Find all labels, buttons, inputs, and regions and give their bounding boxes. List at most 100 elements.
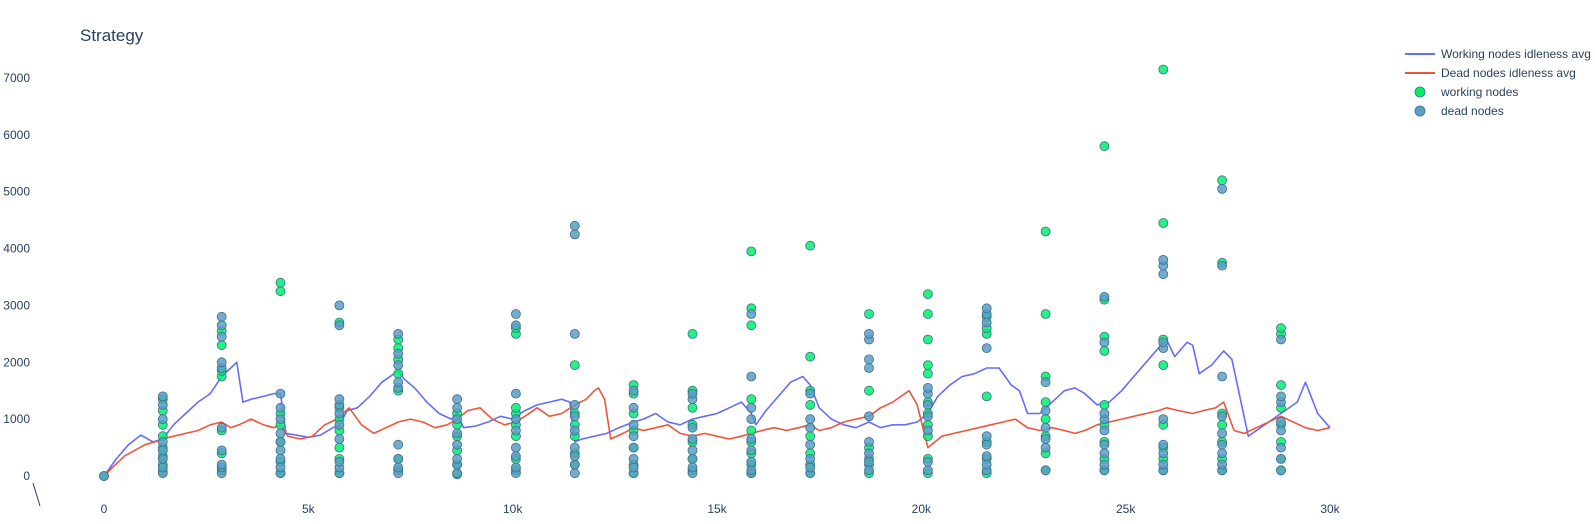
dead-node-point[interactable] [1276, 465, 1286, 476]
dead-node-point[interactable] [511, 425, 521, 436]
dead-node-point[interactable] [805, 439, 816, 450]
dead-node-point[interactable] [923, 425, 933, 436]
dead-node-point[interactable] [1158, 269, 1169, 280]
working-node-point[interactable] [805, 431, 816, 442]
dead-node-point[interactable] [452, 453, 463, 464]
working-node-point[interactable] [511, 402, 521, 413]
dead-node-point[interactable] [452, 468, 463, 479]
working-node-point[interactable] [746, 320, 757, 331]
dead-node-point[interactable] [1217, 260, 1227, 271]
dead-node-point[interactable] [805, 414, 816, 425]
working-node-point[interactable] [1276, 323, 1286, 334]
working-node-point[interactable] [1276, 380, 1286, 390]
working-node-point[interactable] [1040, 414, 1051, 425]
working-node-point[interactable] [923, 309, 933, 319]
dead-node-point[interactable] [511, 388, 521, 399]
dead-node-point[interactable] [864, 436, 874, 447]
dead-node-point[interactable] [687, 388, 698, 399]
dead-node-point[interactable] [1276, 453, 1286, 464]
dead-node-point[interactable] [334, 320, 345, 331]
dead-node-point[interactable] [981, 303, 992, 314]
dead-node-point[interactable] [1276, 391, 1286, 402]
dead-node-point[interactable] [275, 436, 286, 447]
dead-node-point[interactable] [1040, 442, 1051, 453]
dead-node-point[interactable] [157, 436, 168, 447]
dead-node-point[interactable] [1217, 183, 1227, 194]
dead-node-point[interactable] [275, 402, 286, 413]
working-node-point[interactable] [746, 394, 757, 405]
dead-node-point[interactable] [1158, 337, 1169, 348]
working-node-point[interactable] [1158, 360, 1169, 371]
dead-node-point[interactable] [746, 445, 757, 456]
dead-node-point[interactable] [687, 445, 698, 456]
dead-node-point[interactable] [1217, 428, 1227, 439]
legend-item-working-line[interactable]: Working nodes idleness avg [1405, 47, 1591, 61]
dead-node-point[interactable] [569, 451, 580, 462]
working-node-point[interactable] [687, 402, 698, 413]
dead-node-point[interactable] [157, 462, 168, 473]
dead-node-point[interactable] [1099, 291, 1110, 302]
working-node-point[interactable] [1040, 397, 1051, 408]
dead-node-point[interactable] [1040, 405, 1051, 416]
working-node-point[interactable] [1099, 141, 1110, 152]
dead-node-point[interactable] [1158, 254, 1169, 265]
dead-node-point[interactable] [334, 456, 345, 467]
dead-node-point[interactable] [569, 425, 580, 436]
dead-node-point[interactable] [923, 456, 933, 467]
dead-node-point[interactable] [746, 465, 757, 476]
dead-node-point[interactable] [334, 300, 345, 311]
dead-node-point[interactable] [1099, 337, 1110, 348]
working-node-point[interactable] [393, 368, 404, 379]
dead-node-point[interactable] [1158, 439, 1169, 450]
working-node-point[interactable] [864, 385, 874, 396]
working-node-point[interactable] [1217, 419, 1227, 430]
dead-node-point[interactable] [805, 388, 816, 399]
dead-node-point[interactable] [1040, 434, 1051, 444]
working-node-point[interactable] [1158, 218, 1169, 228]
dead-node-point[interactable] [864, 328, 874, 339]
working-node-point[interactable] [1099, 399, 1110, 410]
working-node-point[interactable] [805, 351, 816, 362]
dead-node-point[interactable] [628, 462, 639, 473]
dead-node-point[interactable] [864, 354, 874, 365]
dead-node-point[interactable] [981, 459, 992, 470]
dead-node-point[interactable] [923, 465, 933, 476]
dead-node-point[interactable] [864, 465, 874, 476]
dead-node-point[interactable] [569, 468, 580, 479]
dead-node-point[interactable] [216, 422, 227, 433]
working-node-point[interactable] [569, 360, 580, 371]
dead-node-point[interactable] [1217, 371, 1227, 382]
dead-node-point[interactable] [275, 428, 286, 439]
dead-node-point[interactable] [923, 399, 933, 410]
dead-node-point[interactable] [628, 431, 639, 442]
dead-node-point[interactable] [628, 442, 639, 453]
dead-node-point[interactable] [687, 453, 698, 464]
working-node-point[interactable] [275, 286, 286, 297]
dead-node-point[interactable] [569, 328, 580, 339]
dead-node-point[interactable] [275, 414, 286, 425]
working-node-point[interactable] [334, 442, 345, 453]
working-node-point[interactable] [981, 391, 992, 402]
dead-node-point[interactable] [1099, 425, 1110, 436]
dead-node-point[interactable] [923, 411, 933, 422]
dead-node-point[interactable] [334, 434, 345, 444]
dead-node-point[interactable] [981, 317, 992, 328]
dead-node-point[interactable] [452, 394, 463, 405]
dead-node-point[interactable] [216, 459, 227, 470]
working-node-point[interactable] [805, 240, 816, 251]
dead-node-point[interactable] [452, 414, 463, 425]
dead-node-point[interactable] [334, 419, 345, 430]
dead-node-point[interactable] [981, 439, 992, 450]
dead-node-point[interactable] [216, 311, 227, 322]
dead-node-point[interactable] [687, 434, 698, 444]
working-node-point[interactable] [216, 340, 227, 351]
legend-item-dead-nodes[interactable]: dead nodes [1414, 104, 1504, 118]
dead-node-point[interactable] [216, 331, 227, 342]
legend-item-dead-line[interactable]: Dead nodes idleness avg [1405, 66, 1576, 80]
dead-node-point[interactable] [275, 462, 286, 473]
dead-node-point[interactable] [393, 462, 404, 473]
working-node-point[interactable] [805, 399, 816, 410]
dead-node-point[interactable] [393, 328, 404, 339]
dead-node-point[interactable] [1099, 408, 1110, 419]
dead-node-point[interactable] [99, 471, 109, 481]
